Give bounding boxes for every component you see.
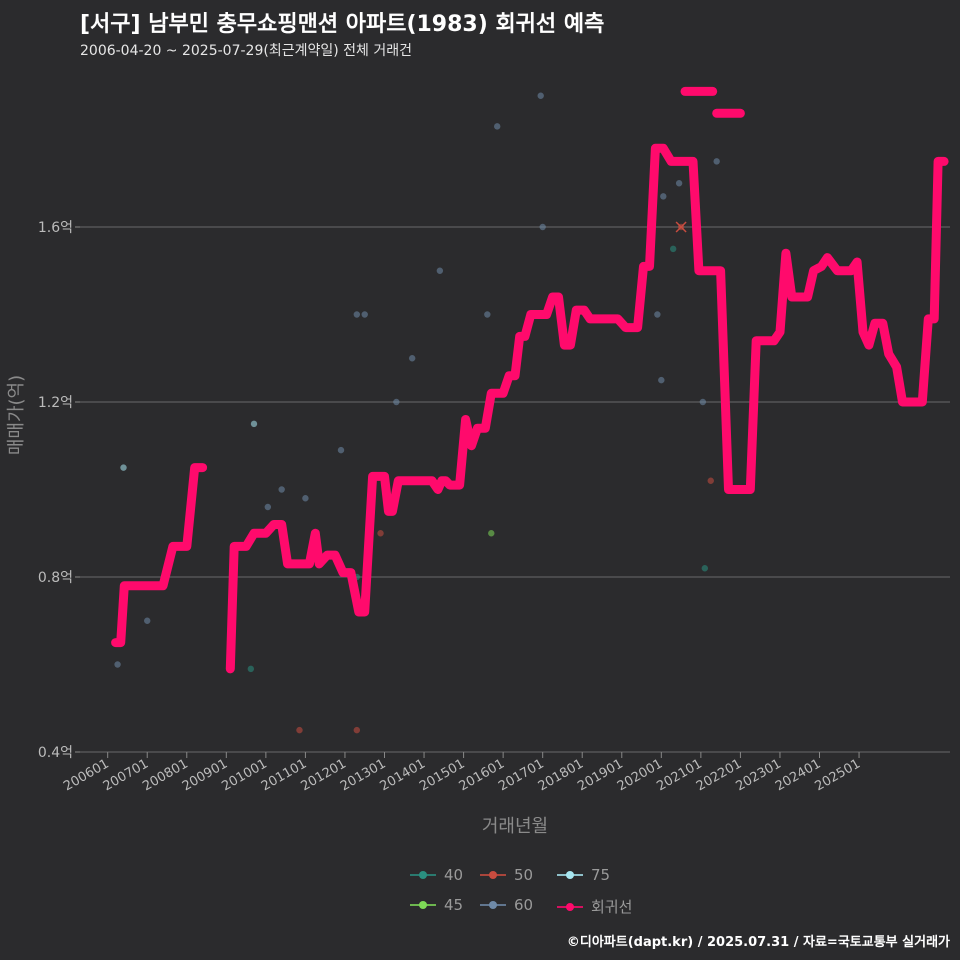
- point-size-75: [120, 464, 127, 471]
- point-size-40: [247, 665, 255, 673]
- legend-label: 75: [591, 866, 611, 884]
- point-size-40: [701, 565, 709, 572]
- legend-swatch: [557, 901, 583, 913]
- legend-swatch: [557, 869, 583, 881]
- point-size-60: [713, 158, 720, 165]
- point-size-60: [302, 495, 309, 502]
- point-size-60: [408, 355, 416, 362]
- legend-label: 45: [444, 896, 464, 914]
- legend-swatch: [480, 869, 506, 881]
- legend-label: 회귀선: [591, 898, 633, 916]
- y-tick-label: 1.2억: [38, 395, 73, 411]
- latest-trade-marker: [675, 221, 687, 233]
- y-axis-title: 매매가(억): [6, 375, 27, 455]
- point-size-60: [675, 180, 683, 187]
- legend-item-60: 60: [480, 896, 533, 914]
- legend-label: 40: [444, 866, 464, 884]
- point-size-50: [707, 477, 714, 484]
- x-axis: 2006012007012008012009012010012011012012…: [61, 752, 863, 794]
- point-size-60: [494, 123, 501, 130]
- y-axis: 0.4억 0.8억 1.2억 1.6억: [38, 220, 80, 761]
- point-size-50: [377, 530, 384, 537]
- y-tick-label: 1.6억: [38, 220, 73, 236]
- point-size-60: [264, 503, 272, 511]
- legend-item-reg: 회귀선: [557, 896, 632, 917]
- point-size-60: [144, 617, 151, 624]
- legend-swatch: [410, 899, 436, 911]
- point-size-75: [250, 420, 258, 428]
- point-size-60: [537, 92, 544, 99]
- gridlines: [80, 226, 950, 753]
- point-size-60: [361, 311, 368, 318]
- point-size-60: [114, 661, 121, 668]
- y-tick-label: 0.8억: [38, 570, 73, 586]
- legend-swatch: [480, 899, 506, 911]
- footer-credit: ©디아파트(dapt.kr) / 2025.07.31 / 자료=국토교통부 실…: [566, 935, 950, 950]
- chart-subtitle: 2006-04-20 ~ 2025-07-29(최근계약일) 전체 거래건: [80, 43, 412, 59]
- legend-item-50: 50: [480, 866, 533, 884]
- legend-item-40: 40: [410, 866, 463, 884]
- chart-title: [서구] 남부민 충무쇼핑맨션 아파트(1983) 회귀선 예측: [80, 12, 605, 37]
- scatter-points: [114, 92, 720, 734]
- point-size-60: [337, 446, 345, 454]
- point-size-60: [539, 223, 546, 231]
- regression-line: [111, 86, 949, 674]
- point-size-60: [393, 398, 400, 406]
- point-size-60: [658, 376, 665, 384]
- legend-item-45: 45: [410, 896, 463, 914]
- legend-item-75: 75: [557, 866, 610, 884]
- y-tick-label: 0.4억: [38, 745, 73, 761]
- x-tick-label: 202501: [813, 756, 863, 794]
- point-size-60: [278, 486, 285, 493]
- legend-label: 50: [514, 866, 534, 884]
- regression-segment: [225, 143, 949, 674]
- point-size-60: [436, 267, 444, 274]
- point-size-60: [660, 193, 667, 200]
- point-size-60: [484, 311, 491, 318]
- point-size-60: [353, 311, 361, 318]
- legend-label: 60: [514, 896, 534, 914]
- x-axis-title: 거래년월: [482, 816, 548, 837]
- regression-segment: [111, 463, 208, 648]
- point-size-60: [699, 398, 707, 406]
- point-size-50: [353, 726, 361, 734]
- point-size-60: [654, 311, 661, 318]
- legend-swatch: [410, 869, 436, 881]
- point-size-50: [296, 726, 303, 734]
- point-size-45: [488, 530, 495, 537]
- point-size-40: [669, 245, 677, 253]
